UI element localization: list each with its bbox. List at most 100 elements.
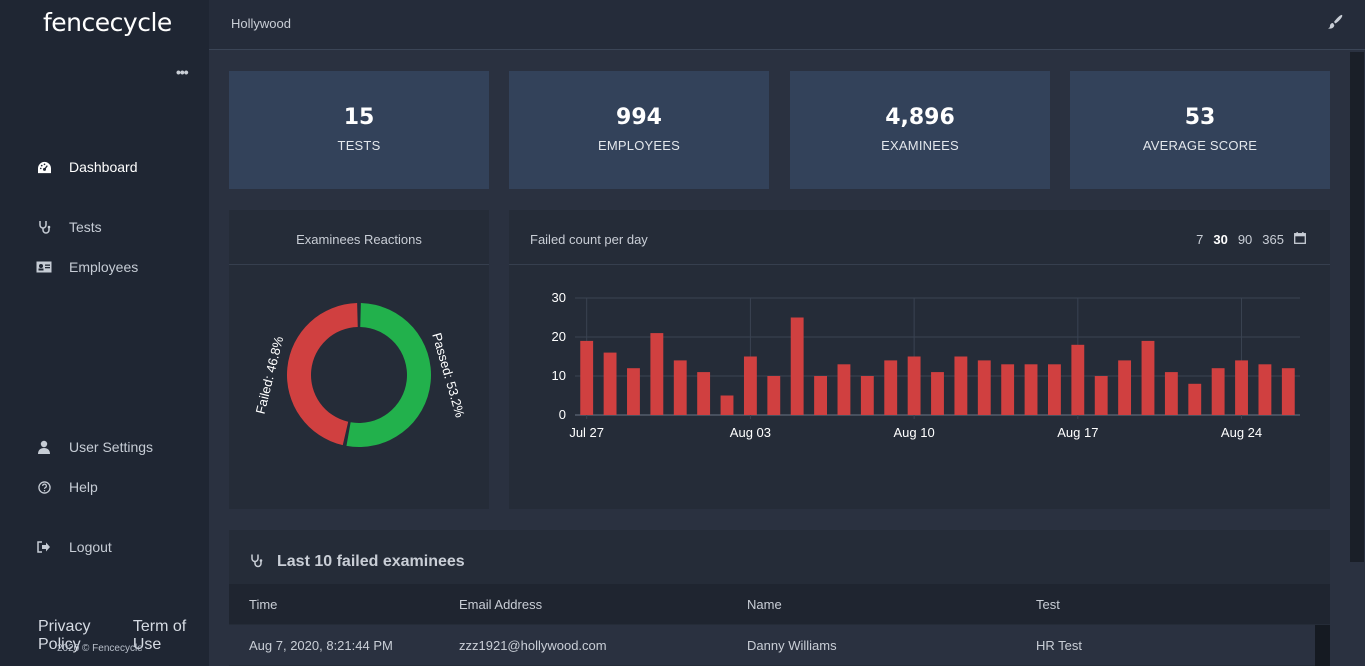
column-header-name[interactable]: Name [747, 597, 782, 612]
breadcrumb[interactable]: Hollywood [231, 16, 291, 31]
sign-out-icon [36, 539, 52, 555]
app-logo[interactable]: fencecycle [43, 8, 172, 37]
donut-slice-failed[interactable] [287, 303, 358, 446]
range-option-7[interactable]: 7 [1196, 232, 1204, 247]
bar-aug-18[interactable] [1094, 376, 1108, 415]
stat-label: EXAMINEES [881, 138, 959, 153]
sidebar: fencecycle ••• Dashboard Tests Employees… [0, 0, 209, 666]
id-card-icon [36, 259, 52, 275]
bar-aug-05[interactable] [790, 317, 804, 416]
column-header-test[interactable]: Test [1036, 597, 1060, 612]
range-option-30[interactable]: 30 [1213, 232, 1228, 247]
stat-label: TESTS [337, 138, 381, 153]
stat-label: AVERAGE SCORE [1142, 138, 1258, 153]
bar-aug-08[interactable] [860, 376, 874, 415]
sidebar-item-tests[interactable]: Tests [36, 219, 102, 235]
donut-slice-passed[interactable] [346, 303, 432, 447]
bar-jul-30[interactable] [650, 333, 664, 415]
failed-count-bar-chart: 0 10 20 30 Jul 27 Aug 03 Aug 10 Aug 17 Aug 24 [552, 290, 1300, 440]
table-header: Time Email Address Name Test [229, 584, 1330, 624]
bar-aug-04[interactable] [767, 376, 781, 415]
column-header-email[interactable]: Email Address [459, 597, 543, 612]
sidebar-item-label: Tests [69, 219, 102, 235]
x-tick-label: Aug 24 [1221, 425, 1262, 440]
y-tick-label: 30 [552, 290, 566, 305]
bar-aug-06[interactable] [814, 376, 827, 415]
x-tick-label: Jul 27 [569, 425, 604, 440]
bar-aug-23[interactable] [1211, 368, 1225, 415]
stethoscope-icon [249, 553, 263, 573]
stat-card-examinees: 4,896 EXAMINEES [790, 71, 1050, 189]
bar-aug-10[interactable] [907, 356, 921, 416]
sidebar-item-help[interactable]: Help [36, 479, 98, 495]
panel-divider [229, 264, 489, 265]
dashboard-gauge-icon [36, 159, 52, 175]
panel-title: Last 10 failed examinees [277, 553, 465, 570]
bar-aug-13[interactable] [977, 360, 991, 415]
sidebar-item-logout[interactable]: Logout [36, 539, 112, 555]
bar-aug-17[interactable] [1071, 344, 1085, 415]
sidebar-item-user-settings[interactable]: User Settings [36, 439, 153, 455]
stat-card-tests: 15 TESTS [229, 71, 489, 189]
copyright-text: 2020 © Fencecycle [57, 643, 143, 654]
examinees-reactions-panel: Examinees Reactions Failed: 46.8% Passed… [229, 210, 489, 509]
y-tick-label: 0 [559, 407, 566, 422]
stethoscope-icon [36, 219, 52, 235]
column-header-time[interactable]: Time [249, 597, 278, 612]
failed-count-panel: Failed count per day 7 30 90 365 0 10 20 30… [509, 210, 1330, 509]
bar-aug-15[interactable] [1024, 364, 1038, 415]
reactions-donut-chart: Failed: 46.8% Passed: 53.2% [253, 303, 468, 447]
donut-label-passed: Passed: 53.2% [429, 331, 468, 420]
stat-value: 53 [1184, 105, 1216, 130]
paint-brush-icon[interactable] [1327, 14, 1343, 35]
sidebar-collapse-dots-icon[interactable]: ••• [176, 64, 189, 80]
y-tick-label: 20 [552, 329, 566, 344]
bar-aug-01[interactable] [697, 372, 711, 415]
bar-jul-28[interactable] [603, 352, 617, 415]
sidebar-item-employees[interactable]: Employees [36, 259, 138, 275]
sidebar-item-dashboard[interactable]: Dashboard [36, 159, 138, 175]
bar-aug-24[interactable] [1235, 360, 1248, 415]
calendar-icon[interactable] [1294, 232, 1306, 247]
sidebar-item-label: User Settings [69, 439, 154, 455]
bar-aug-25[interactable] [1258, 364, 1272, 415]
bar-aug-16[interactable] [1048, 364, 1061, 415]
bar-aug-21[interactable] [1164, 372, 1178, 415]
bar-aug-02[interactable] [720, 395, 734, 416]
bar-aug-07[interactable] [837, 364, 851, 415]
table-scrollbar[interactable] [1315, 625, 1330, 666]
table-row[interactable]: Aug 7, 2020, 8:21:44 PM zzz1921@hollywoo… [229, 625, 1315, 665]
range-option-365[interactable]: 365 [1262, 232, 1284, 247]
bar-aug-20[interactable] [1141, 340, 1155, 415]
bar-aug-12[interactable] [954, 356, 968, 416]
bar-aug-22[interactable] [1188, 383, 1202, 415]
bar-aug-14[interactable] [1001, 364, 1015, 415]
bar-jul-31[interactable] [673, 360, 687, 415]
sidebar-footer-links: Privacy Policy Term of Use [38, 618, 209, 654]
x-tick-label: Aug 17 [1057, 425, 1098, 440]
stat-value: 4,896 [885, 105, 955, 130]
table-cell-name: Danny Williams [747, 638, 837, 653]
panel-title: Examinees Reactions [296, 232, 422, 247]
bar-jul-29[interactable] [627, 368, 640, 415]
stat-card-average-score: 53 AVERAGE SCORE [1070, 71, 1330, 189]
panel-divider [509, 264, 1330, 265]
terms-of-use-link[interactable]: Term of Use [132, 618, 187, 653]
range-option-90[interactable]: 90 [1237, 232, 1253, 247]
bar-aug-03[interactable] [743, 356, 757, 416]
bar-aug-11[interactable] [931, 372, 944, 415]
bar-aug-26[interactable] [1281, 368, 1295, 415]
bar-aug-09[interactable] [884, 360, 898, 415]
sidebar-item-label: Logout [69, 539, 112, 555]
page-scrollbar-thumb[interactable] [1350, 52, 1364, 562]
sidebar-item-label: Dashboard [69, 159, 138, 175]
user-icon [36, 439, 52, 455]
stat-value: 15 [343, 105, 375, 130]
table-cell-email: zzz1921@hollywood.com [459, 638, 607, 653]
y-tick-label: 10 [552, 368, 566, 383]
privacy-policy-link[interactable]: Privacy Policy [38, 618, 91, 653]
panel-title: Failed count per day [530, 232, 648, 247]
bar-jul-27[interactable] [580, 340, 594, 415]
x-tick-label: Aug 03 [730, 425, 771, 440]
bar-aug-19[interactable] [1118, 360, 1132, 415]
